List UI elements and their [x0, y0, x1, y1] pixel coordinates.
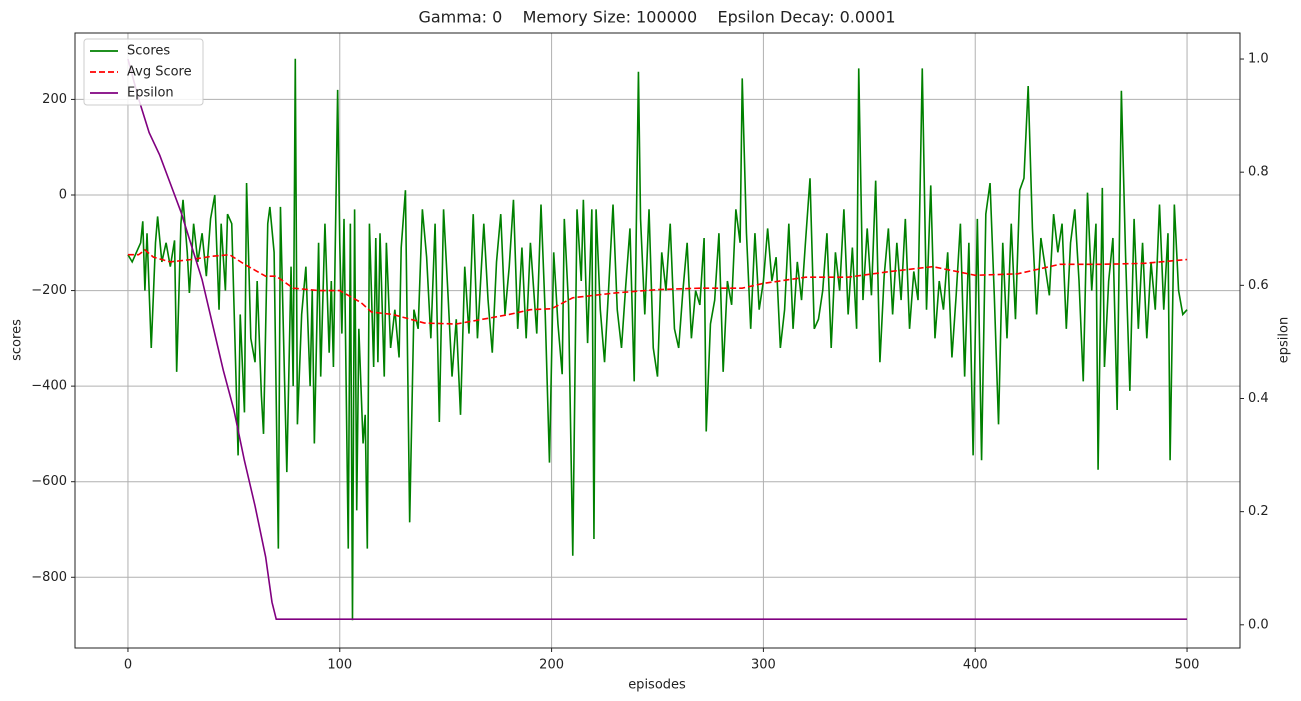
y-tick-label: −600 [31, 474, 67, 489]
series-line [127, 248, 1188, 325]
legend-label: Epsilon [127, 86, 174, 101]
chart-title: Gamma: 0 Memory Size: 100000 Epsilon Dec… [418, 8, 895, 27]
y-tick-label: −800 [31, 570, 67, 585]
y-tick-label: 0 [59, 187, 67, 202]
y2-tick-label: 1.0 [1248, 52, 1269, 67]
legend-label: Scores [127, 44, 170, 59]
x-tick-label: 200 [539, 658, 564, 673]
y2-axis-label: epsilon [1277, 317, 1292, 363]
y-tick-label: −400 [31, 379, 67, 394]
y2-tick-label: 0.2 [1248, 504, 1269, 519]
series-line [127, 58, 1188, 621]
legend-box [83, 38, 204, 106]
legend: Scores Avg Score Epsilon [83, 38, 204, 106]
y-tick-label: 200 [42, 92, 67, 107]
y-axis-label: scores [10, 319, 25, 361]
y2-tick-label: 0.8 [1248, 165, 1269, 180]
x-axis-label: episodes [628, 678, 686, 693]
x-tick-label: 500 [1175, 658, 1200, 673]
x-tick-label: 300 [751, 658, 776, 673]
y-tick-label: −200 [31, 283, 67, 298]
x-tick-label: 0 [124, 658, 132, 673]
y2-tick-label: 0.6 [1248, 278, 1269, 293]
y2-tick-label: 0.4 [1248, 391, 1269, 406]
plot-frame [74, 32, 1241, 649]
x-tick-label: 400 [963, 658, 988, 673]
legend-label: Avg Score [127, 65, 192, 80]
series-line [127, 58, 1188, 620]
y2-tick-label: 0.0 [1248, 617, 1269, 632]
x-tick-label: 100 [327, 658, 352, 673]
